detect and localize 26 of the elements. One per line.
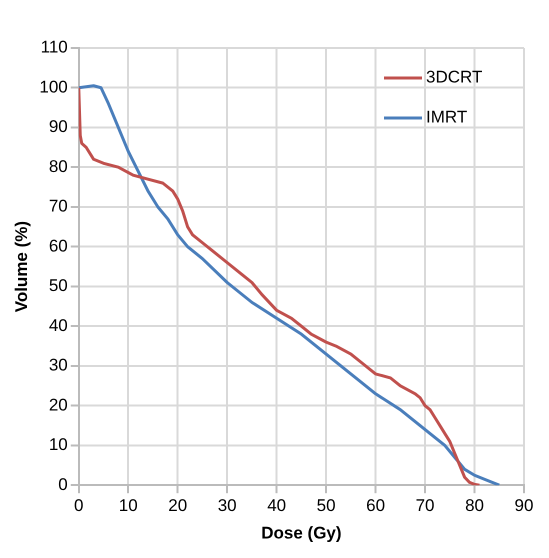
legend-label: 3DCRT	[426, 68, 482, 87]
x-tick-label: 30	[218, 496, 237, 516]
y-tick-label: 80	[48, 156, 68, 176]
y-tick-label: 30	[48, 356, 68, 375]
y-tick-label: 40	[48, 316, 68, 335]
legend-label: IMRT	[426, 108, 468, 127]
x-tick-label: 90	[514, 496, 534, 516]
y-tick-label: 10	[48, 435, 68, 454]
y-tick-label: 50	[48, 276, 68, 296]
x-tick-label: 80	[465, 496, 484, 516]
y-tick-label: 70	[48, 196, 68, 216]
x-axis-title: Dose (Gy)	[261, 523, 342, 542]
y-tick-label: 100	[39, 77, 68, 96]
x-tick-label: 40	[267, 496, 286, 516]
y-tick-label: 20	[48, 395, 68, 414]
y-axis-title: Volume (%)	[12, 220, 31, 312]
x-tick-label: 50	[316, 496, 336, 516]
x-tick-label: 70	[416, 496, 435, 516]
x-tick-label: 20	[168, 496, 188, 516]
y-tick-label: 110	[40, 38, 68, 57]
y-tick-label: 60	[48, 236, 68, 256]
y-tick-label: 90	[48, 117, 68, 136]
x-tick-label: 10	[118, 496, 138, 516]
y-tick-label: 0	[58, 474, 68, 494]
x-tick-label: 60	[366, 496, 386, 516]
x-tick-label: 0	[74, 496, 84, 516]
